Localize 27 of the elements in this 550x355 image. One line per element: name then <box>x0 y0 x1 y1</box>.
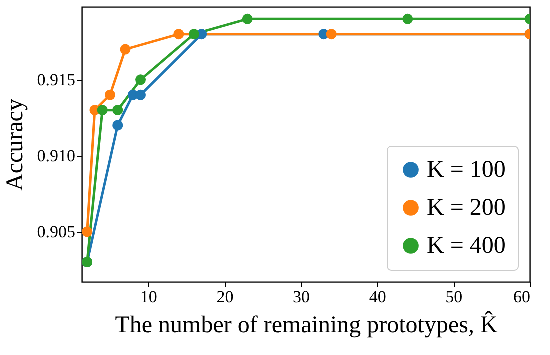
point <box>82 226 93 238</box>
point <box>188 29 200 40</box>
point <box>104 90 116 100</box>
point <box>112 105 124 116</box>
x-tick-label: 20 <box>216 288 234 306</box>
legend-label: K = 100 <box>427 157 506 183</box>
y-tick-label: 0.905 <box>37 222 76 242</box>
y-tick-label: 0.915 <box>37 70 76 90</box>
point <box>326 29 337 40</box>
x-axis-title: The number of remaining prototypes, K̂ <box>115 310 498 338</box>
point <box>97 105 108 116</box>
legend-label: K = 200 <box>427 195 506 221</box>
y-tick-label: 0.910 <box>37 146 76 166</box>
x-tick-label: 50 <box>446 288 463 306</box>
x-tick-label: 10 <box>140 288 158 306</box>
point <box>242 14 253 24</box>
x-tick-label: 60 <box>514 288 530 306</box>
point <box>402 14 414 24</box>
x-tick-label: 40 <box>369 288 386 306</box>
point <box>112 120 124 131</box>
point <box>174 29 184 40</box>
point <box>136 90 146 100</box>
point <box>136 74 146 86</box>
point <box>120 44 131 55</box>
x-tick-label: 30 <box>293 288 310 306</box>
y-axis-title: Accuracy <box>2 99 28 191</box>
legend-label: K = 400 <box>427 233 506 259</box>
